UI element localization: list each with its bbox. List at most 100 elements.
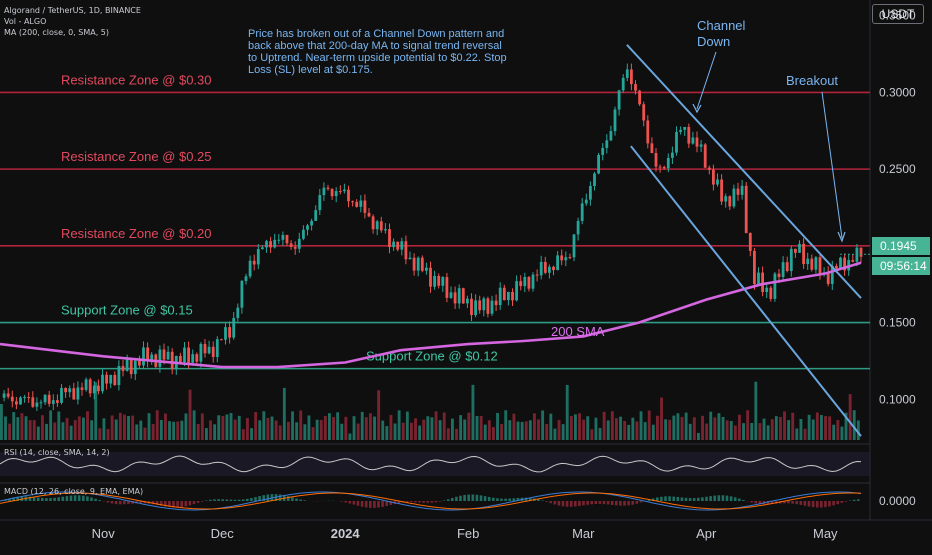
candle-body xyxy=(474,300,477,315)
volume-bar xyxy=(508,420,511,440)
volume-bar xyxy=(238,416,241,440)
volume-bar xyxy=(521,422,524,440)
macd-histogram-bar xyxy=(738,499,741,501)
candle-body xyxy=(782,262,785,277)
volume-bar xyxy=(74,420,77,440)
volume-bar xyxy=(418,426,421,440)
candle-body xyxy=(200,344,203,362)
x-tick-label-6: May xyxy=(813,526,838,541)
macd-histogram-bar xyxy=(656,497,659,501)
macd-histogram-bar xyxy=(303,500,306,501)
volume-bar xyxy=(86,411,89,440)
candle-body xyxy=(815,257,818,270)
candle-body xyxy=(687,127,690,144)
volume-bar xyxy=(582,420,585,440)
candle-body xyxy=(495,301,498,305)
macd-histogram-bar xyxy=(94,499,97,501)
candle-body xyxy=(622,78,625,90)
candle-body xyxy=(364,201,367,213)
macd-histogram-bar xyxy=(49,498,52,501)
macd-histogram-bar xyxy=(217,499,220,501)
macd-histogram-bar xyxy=(611,501,614,505)
volume-bar xyxy=(652,425,655,440)
volume-bar xyxy=(615,418,618,440)
volume-bar xyxy=(70,426,73,440)
candle-body xyxy=(306,225,309,229)
volume-bar xyxy=(172,422,175,440)
macd-histogram-bar xyxy=(463,495,466,501)
candle-body xyxy=(310,221,313,226)
macd-histogram-bar xyxy=(500,499,503,501)
volume-bar xyxy=(554,429,557,440)
macd-histogram-bar xyxy=(41,498,44,501)
macd-histogram-bar xyxy=(668,496,671,501)
candle-body xyxy=(130,359,133,374)
candle-body xyxy=(638,91,641,105)
macd-histogram-bar xyxy=(107,501,110,503)
candle-body xyxy=(142,347,145,365)
volume-bar xyxy=(402,423,405,440)
candle-body xyxy=(318,195,321,210)
candle-body xyxy=(11,397,14,402)
volume-bar xyxy=(422,420,425,440)
macd-histogram-bar xyxy=(722,495,725,501)
volume-bar xyxy=(775,416,778,440)
volume-bar xyxy=(152,424,155,440)
candle-body xyxy=(605,140,608,148)
volume-bar xyxy=(529,420,532,440)
volume-bar xyxy=(33,420,36,440)
macd-histogram-bar xyxy=(800,501,803,505)
macd-histogram-bar xyxy=(447,499,450,501)
volume-bar xyxy=(623,421,626,440)
volume-bar xyxy=(291,411,294,440)
volume-bar xyxy=(258,420,261,440)
macd-histogram-bar xyxy=(119,501,122,504)
candle-body xyxy=(368,213,371,217)
macd-histogram-bar xyxy=(693,498,696,501)
candle-body xyxy=(376,221,379,229)
macd-histogram-bar xyxy=(697,498,700,501)
macd-histogram-bar xyxy=(246,499,249,501)
macd-histogram-bar xyxy=(709,496,712,501)
macd-histogram-bar xyxy=(615,501,618,505)
macd-histogram-bar xyxy=(279,494,282,501)
volume-bar xyxy=(783,411,786,440)
candle-body xyxy=(544,262,547,273)
volume-bar xyxy=(123,415,126,440)
volume-bar xyxy=(57,411,60,440)
macd-histogram-bar xyxy=(291,497,294,501)
volume-bar xyxy=(648,411,651,440)
volume-bar xyxy=(640,411,643,440)
candle-body xyxy=(470,299,473,315)
volume-bar xyxy=(603,412,606,440)
volume-bar xyxy=(455,429,458,440)
candle-body xyxy=(769,288,772,299)
currency-unit-button[interactable]: USDT xyxy=(872,4,924,24)
candle-body xyxy=(179,356,182,362)
volume-bar xyxy=(209,420,212,440)
candle-body xyxy=(761,273,764,292)
macd-histogram-bar xyxy=(664,496,667,501)
volume-bar xyxy=(365,417,368,440)
candle-body xyxy=(36,403,39,407)
volume-bar xyxy=(242,429,245,440)
candle-body xyxy=(503,288,506,300)
macd-histogram-bar xyxy=(812,501,815,507)
volume-bar xyxy=(49,410,52,440)
candle-body xyxy=(675,132,678,153)
candle-body xyxy=(359,201,362,207)
volume-bar xyxy=(115,420,118,440)
candle-body xyxy=(298,239,301,249)
macd-histogram-bar xyxy=(349,501,352,503)
candle-body xyxy=(212,347,215,357)
volume-bar xyxy=(414,418,417,440)
volume-bar xyxy=(656,416,659,440)
candle-body xyxy=(655,153,658,167)
volume-bar xyxy=(701,416,704,440)
candle-body xyxy=(409,258,412,260)
x-tick-label-3: Feb xyxy=(457,526,479,541)
candle-body xyxy=(515,281,518,300)
volume-bar xyxy=(709,412,712,440)
volume-bar xyxy=(525,421,528,440)
